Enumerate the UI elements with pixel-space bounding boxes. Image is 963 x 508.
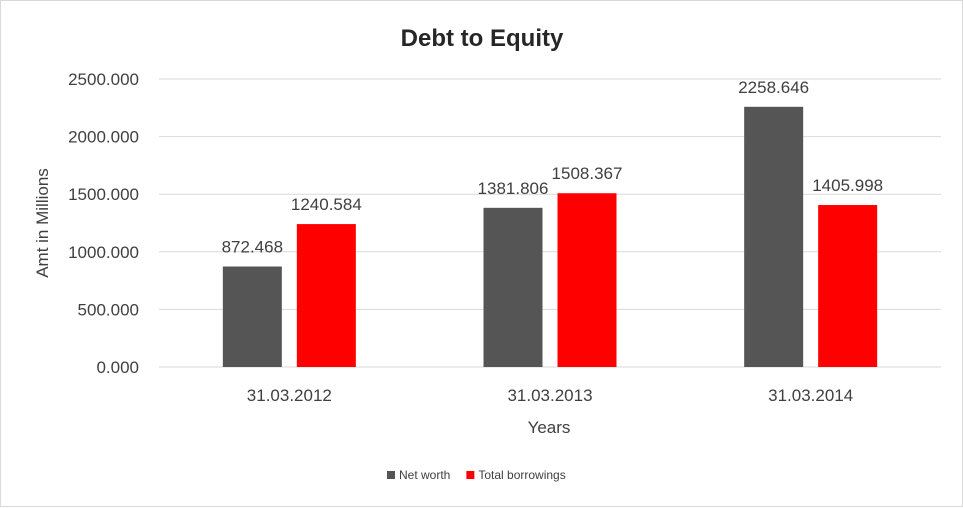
bar-net-worth <box>222 266 282 367</box>
legend-label: Net worth <box>399 468 450 482</box>
bars <box>222 106 878 367</box>
bar-total-borrowings <box>557 193 617 367</box>
data-label: 1381.806 <box>478 179 549 198</box>
y-axis-label: Amt in Millions <box>33 168 52 278</box>
data-label: 1405.998 <box>812 176 883 195</box>
y-tick-label: 500.000 <box>78 300 139 319</box>
gridlines <box>159 78 941 368</box>
data-label: 2258.646 <box>738 78 809 97</box>
x-axis-label: Years <box>528 418 571 437</box>
bar-total-borrowings <box>296 224 356 367</box>
x-tick-label: 31.03.2012 <box>247 386 332 405</box>
legend-swatch <box>466 471 475 479</box>
data-label: 1508.367 <box>552 164 623 183</box>
y-tick-label: 1000.000 <box>68 243 139 262</box>
y-tick-label: 2500.000 <box>68 70 139 89</box>
y-tick-label: 2000.000 <box>68 128 139 147</box>
x-tick-labels: 31.03.2012 31.03.2013 31.03.2014 <box>247 386 853 405</box>
x-tick-label: 31.03.2014 <box>768 386 853 405</box>
x-tick-label: 31.03.2013 <box>507 386 592 405</box>
chart-title: Debt to Equity <box>401 25 564 52</box>
legend-label: Total borrowings <box>478 468 565 482</box>
bar-net-worth <box>744 106 804 367</box>
legend: Net worth Total borrowings <box>387 468 566 482</box>
bar-total-borrowings <box>818 205 878 367</box>
data-label: 1240.584 <box>291 195 362 214</box>
data-label: 872.468 <box>222 237 283 256</box>
legend-swatch <box>387 471 395 479</box>
y-tick-label: 1500.000 <box>68 185 139 204</box>
y-tick-labels: 0.000 500.000 1000.000 1500.000 2000.000 2500… <box>68 70 139 377</box>
y-tick-label: 0.000 <box>96 358 139 377</box>
bar-net-worth <box>483 207 543 367</box>
